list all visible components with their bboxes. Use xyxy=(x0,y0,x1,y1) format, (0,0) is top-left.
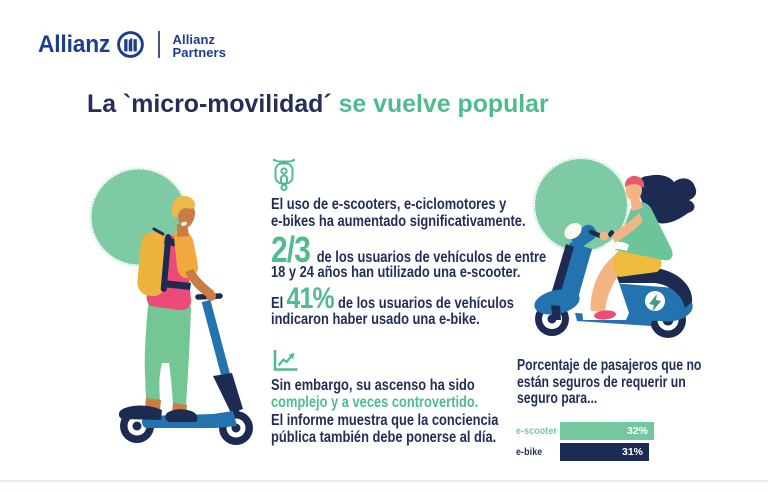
rider-woman xyxy=(581,175,673,320)
chart-title-line-1: Porcentaje de pasajeros que no xyxy=(517,357,702,374)
rider-man xyxy=(118,195,216,422)
stat-two-thirds-text-1: de los usuarios de vehículos de entre xyxy=(316,249,547,267)
trend-line-2: complejo y a veces controvertido. xyxy=(271,394,479,412)
bar-label-ebike: e-bike xyxy=(516,446,543,458)
chart-title: Porcentaje de pasajeros que no están seg… xyxy=(517,357,702,408)
logo-divider xyxy=(158,31,160,58)
stat-41-value: 41% xyxy=(286,282,334,316)
stat-41-text-1: de los usuarios de vehículos xyxy=(337,295,514,313)
rising-chart-icon xyxy=(273,350,298,371)
trend-line-3: El informe muestra que la conciencia xyxy=(271,411,499,429)
stat-two-thirds-value: 2/3 xyxy=(271,229,311,271)
trend-line-1: Sin embargo, su ascenso ha sido xyxy=(271,377,475,394)
trend-paragraph: Sin embargo, su ascenso ha sido complejo… xyxy=(271,377,498,446)
stat-41-prefix: El xyxy=(271,295,284,313)
stat-41-percent: El 41% de los usuarios de vehículos xyxy=(271,284,514,314)
partner-line-1: Allianz xyxy=(172,31,216,47)
intro-line-2: e-bikes ha aumentado significativamente. xyxy=(271,213,526,231)
bar-escooter: 32% xyxy=(560,422,654,440)
bar-label-escooter: e-scooter xyxy=(516,425,557,437)
stat-two-thirds-text-2: 18 y 24 años han utilizado una e-scooter… xyxy=(271,264,521,281)
stat-two-thirds: 2/3 de los usuarios de vehículos de entr… xyxy=(271,232,546,268)
stat-41-text-2: indicaron haber usado una e-bike. xyxy=(271,311,480,328)
intro-paragraph: El uso de e-scooters, e-ciclomotores y e… xyxy=(271,196,526,231)
bar-value-ebike: 31% xyxy=(621,446,643,458)
partner-logotype: Allianz Partners xyxy=(173,33,227,60)
title-green-part: se vuelve popular xyxy=(338,89,549,118)
page-title: La `micro-movilidad´ se vuelve popular xyxy=(87,89,549,118)
man-on-escooter-illustration xyxy=(87,165,253,445)
allianz-logo-icon xyxy=(116,31,144,58)
bar-ebike: 31% xyxy=(560,443,649,461)
title-dark-part: La `micro-movilidad´ xyxy=(87,89,332,118)
chart-row-escooter: e-scooter 32% xyxy=(516,422,756,440)
chart-title-line-2: están seguros de requerir un xyxy=(517,373,686,391)
chart-row-ebike: e-bike 31% xyxy=(516,443,756,461)
partner-line-2: Partners xyxy=(172,45,227,61)
bottom-divider xyxy=(0,480,768,482)
woman-on-moped-illustration xyxy=(531,155,697,338)
insurance-bar-chart: e-scooter 32% e-bike 31% xyxy=(516,422,756,464)
trend-line-4: pública también debe ponerse al día. xyxy=(271,428,497,446)
allianz-wordmark: Allianz xyxy=(38,31,111,58)
intro-line-1: El uso de e-scooters, e-ciclomotores y xyxy=(271,196,507,213)
chart-title-line-3: seguro para... xyxy=(517,390,598,408)
bar-value-escooter: 32% xyxy=(626,425,648,437)
scooter-icon xyxy=(273,158,295,191)
